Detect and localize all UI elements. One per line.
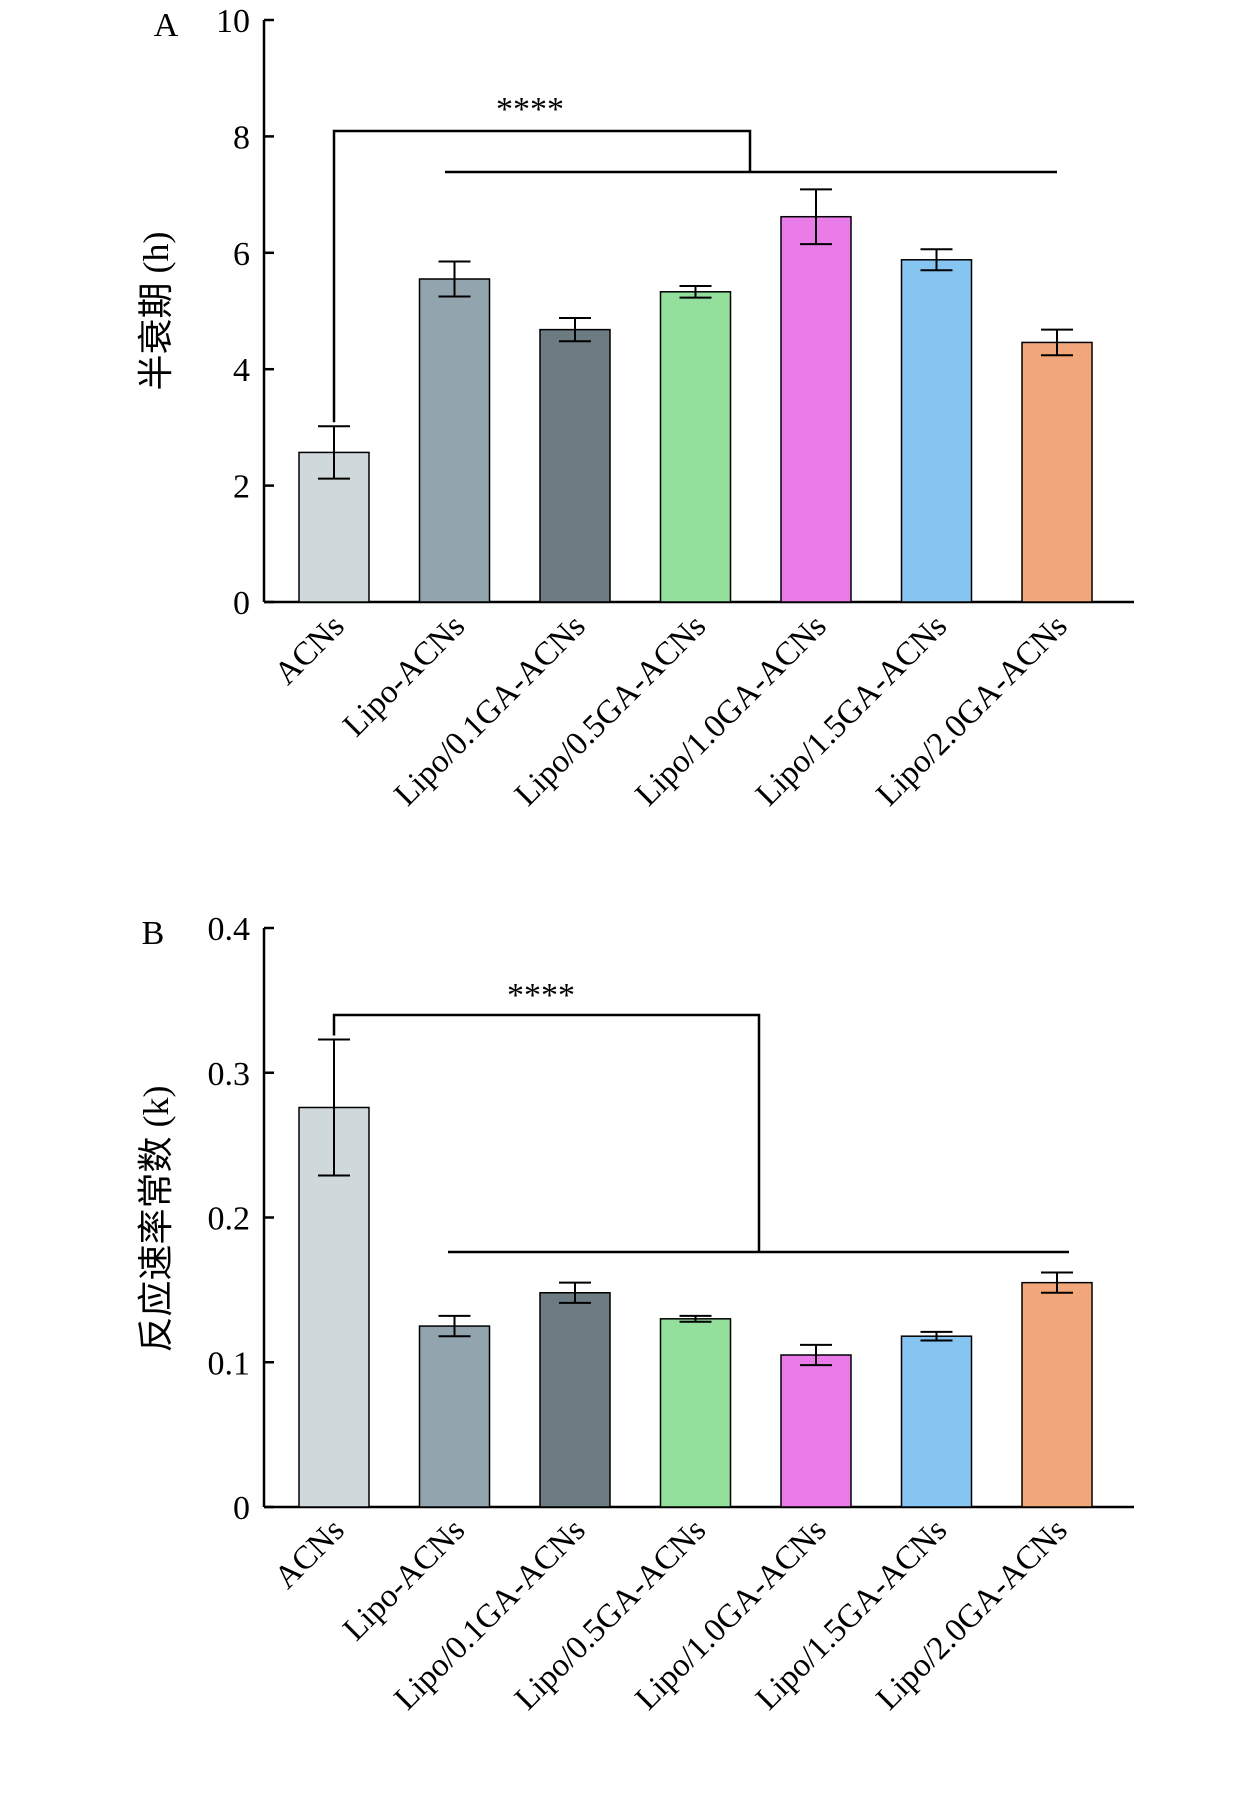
- bar: [780, 215, 852, 603]
- significance-label: ****: [496, 91, 564, 128]
- y-axis-title: 半衰期 (h): [136, 232, 176, 391]
- bar: [539, 1292, 611, 1508]
- bar: [900, 1335, 973, 1508]
- y-tick-label: 4: [233, 352, 250, 389]
- y-tick-label: 8: [233, 119, 250, 156]
- bar: [659, 291, 732, 603]
- panel-label: A: [154, 7, 179, 44]
- bar: [418, 1325, 491, 1508]
- y-tick-label: 0.2: [208, 1201, 251, 1238]
- bar: [900, 259, 973, 603]
- y-tick-label: 0.3: [208, 1056, 251, 1093]
- y-tick-label: 2: [233, 469, 250, 506]
- x-tick-label: ACNs: [268, 1512, 352, 1596]
- y-tick-label: 0.1: [208, 1345, 251, 1382]
- significance-bracket: [332, 129, 752, 423]
- y-tick-label: 0: [233, 1490, 250, 1527]
- bar: [1021, 341, 1093, 603]
- y-tick-label: 0.4: [208, 911, 251, 948]
- bar: [1021, 1281, 1093, 1508]
- y-tick-label: 0: [233, 585, 250, 622]
- bar: [780, 1354, 852, 1508]
- bar: [539, 328, 611, 603]
- panel-label: B: [142, 915, 165, 952]
- y-tick-label: 10: [216, 3, 250, 40]
- significance-bracket: [332, 1013, 761, 1252]
- y-axis-title: 反应速率常数 (k): [136, 1086, 176, 1353]
- bar: [418, 278, 491, 603]
- bar: [659, 1318, 732, 1508]
- y-tick-label: 6: [233, 236, 250, 273]
- significance-label: ****: [507, 977, 575, 1014]
- x-tick-label: ACNs: [268, 608, 352, 692]
